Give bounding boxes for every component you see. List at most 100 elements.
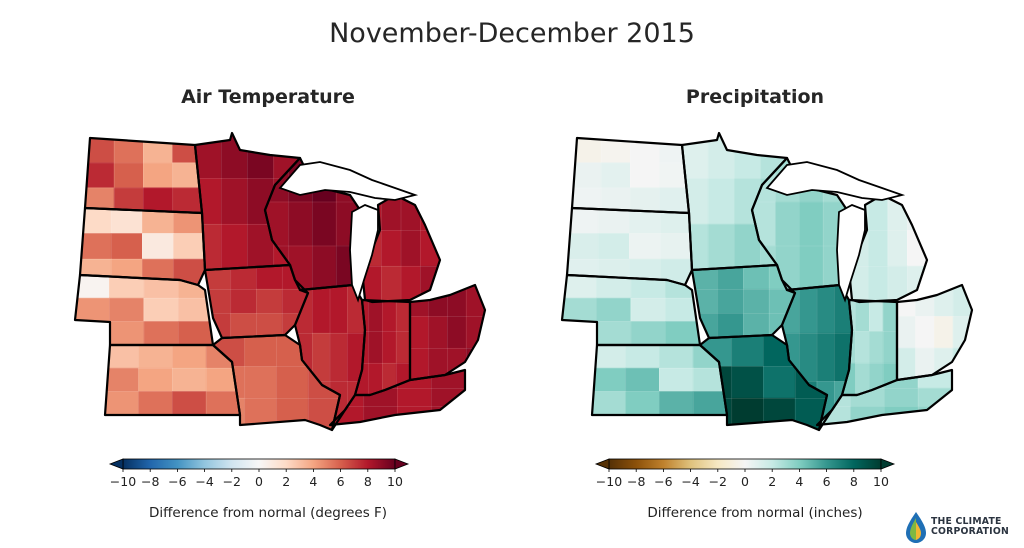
county-cell (230, 288, 257, 315)
county-cell (428, 316, 448, 349)
climate-corporation-logo: THE CLIMATE CORPORATION (903, 510, 1018, 544)
colorbar-tick-label: 8 (364, 474, 372, 489)
county-cell (743, 313, 770, 338)
county-cell (907, 195, 927, 232)
colorbar-tick-label: −2 (223, 474, 241, 489)
temperature-map (73, 131, 487, 432)
county-cell (347, 332, 365, 383)
county-cell (849, 265, 869, 302)
county-cell (105, 391, 140, 415)
county-cell (312, 332, 331, 383)
county-cell (85, 162, 115, 189)
county-cell (887, 265, 908, 302)
county-cell (630, 162, 661, 189)
county-cell (230, 313, 257, 338)
county-cell (105, 367, 140, 393)
county-cell (882, 331, 897, 364)
county-cell (397, 406, 432, 425)
county-cell (630, 275, 666, 299)
county-cell (625, 391, 660, 415)
county-cell (80, 233, 112, 260)
county-cell (138, 367, 173, 393)
colorbar-tick-label: 4 (795, 474, 803, 489)
county-cell (597, 233, 630, 260)
colorbar-tick-label: −2 (709, 474, 727, 489)
colorbar-tick-label: 4 (309, 474, 317, 489)
county-cell (816, 332, 835, 383)
county-cell (75, 321, 110, 345)
state-ohio (410, 285, 485, 380)
colorbar-tick-label: 2 (768, 474, 776, 489)
county-cell (868, 230, 889, 267)
county-cell (420, 195, 440, 232)
colorbar-extend-min (594, 458, 610, 470)
county-cell (105, 345, 140, 369)
precipitation-map (560, 131, 974, 432)
county-cell (869, 300, 884, 333)
county-cell (256, 265, 283, 290)
county-cell (382, 331, 397, 364)
colorbar-tick-label: 8 (850, 474, 858, 489)
county-cell (884, 406, 919, 425)
county-cell (312, 285, 331, 334)
county-cell (220, 223, 248, 270)
county-cell (410, 347, 430, 380)
county-cell (276, 366, 309, 399)
county-cell (731, 335, 764, 368)
county-cell (420, 265, 440, 302)
county-cell (717, 288, 744, 315)
county-cell (138, 345, 173, 369)
county-cell (382, 300, 397, 333)
county-cell (288, 201, 313, 247)
lake-michigan (349, 204, 379, 303)
state-ohio (897, 285, 972, 380)
county-cell (110, 233, 143, 260)
county-cell (312, 245, 337, 290)
state-nebraska (562, 275, 700, 345)
county-cell (562, 275, 597, 299)
county-cell (707, 178, 735, 225)
county-cell (882, 300, 897, 333)
state-south-dakota (80, 208, 205, 285)
lake-michigan (836, 204, 866, 303)
county-cell (381, 265, 402, 302)
colorbar-tick-label: −10 (596, 474, 622, 489)
colorbar-tick-label: 2 (282, 474, 290, 489)
county-cell (596, 321, 632, 345)
county-cell (717, 313, 744, 338)
county-cell (907, 265, 927, 302)
county-cell (172, 345, 207, 369)
lake-superior (278, 161, 419, 201)
colorbar-tick-label: −8 (627, 474, 645, 489)
county-cell (567, 233, 599, 260)
county-cell (562, 321, 597, 345)
county-cell (799, 201, 824, 247)
county-cell (244, 366, 277, 399)
state-south-dakota (567, 208, 692, 285)
state-north-dakota (572, 138, 689, 213)
county-cell (775, 201, 800, 247)
state-north-dakota (85, 138, 202, 213)
colorbar-extend-min (108, 458, 124, 470)
county-cell (329, 285, 348, 334)
county-cell (707, 223, 735, 270)
county-cell (276, 397, 309, 430)
figure-canvas: −10 −8 −6 −4 −2 0 2 4 6 8 10 −10 −8 −6 −4 −2 0 2 4 6 8 10 (73, 131, 974, 489)
colorbar-tick-label: 10 (387, 474, 403, 489)
precipitation-panel-title: Precipitation (685, 86, 825, 108)
colorbar-tick-label: −4 (681, 474, 699, 489)
county-cell (205, 391, 240, 415)
county-cell (897, 316, 917, 349)
county-cell (743, 288, 770, 315)
state-nebraska (75, 275, 213, 345)
county-cell (659, 187, 689, 213)
state-border (815, 368, 954, 427)
county-cell (884, 387, 919, 408)
county-cell (109, 275, 145, 299)
county-cell (447, 316, 467, 349)
county-cell (113, 162, 144, 189)
colorbar-tick-label: 0 (741, 474, 749, 489)
colorbar-gradient (122, 458, 396, 470)
county-cell (868, 265, 889, 302)
county-cell (659, 345, 694, 369)
